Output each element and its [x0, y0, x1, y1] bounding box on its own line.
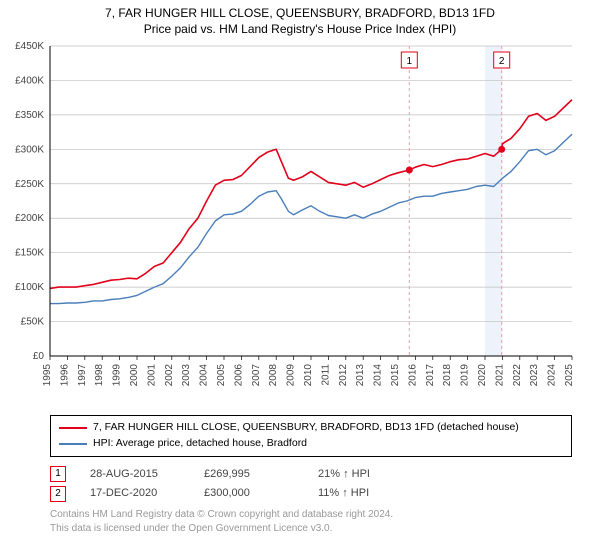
- svg-text:2012: 2012: [338, 364, 349, 387]
- svg-text:£250K: £250K: [15, 179, 44, 190]
- svg-text:£450K: £450K: [15, 41, 44, 52]
- footer-line-1: Contains HM Land Registry data © Crown c…: [50, 508, 572, 522]
- sale-price: £300,000: [204, 484, 294, 504]
- svg-text:1999: 1999: [112, 364, 123, 387]
- svg-text:2014: 2014: [373, 364, 384, 387]
- footer-line-2: This data is licensed under the Open Gov…: [50, 522, 572, 536]
- titles: 7, FAR HUNGER HILL CLOSE, QUEENSBURY, BR…: [0, 0, 600, 36]
- svg-text:2021: 2021: [494, 364, 505, 387]
- legend-label: HPI: Average price, detached house, Brad…: [93, 436, 307, 452]
- sale-marker: 1: [50, 466, 66, 482]
- legend-row: HPI: Average price, detached house, Brad…: [59, 436, 563, 452]
- chart-subtitle: Price paid vs. HM Land Registry's House …: [0, 22, 600, 36]
- sale-marker: 2: [50, 486, 66, 502]
- sale-row: 2 17-DEC-2020 £300,000 11% ↑ HPI: [50, 484, 572, 504]
- line-chart-svg: £0 £50K £100K £150K £200K £250K £300K £350K £400…: [0, 36, 600, 406]
- svg-text:1997: 1997: [77, 364, 88, 387]
- legend-row: 7, FAR HUNGER HILL CLOSE, QUEENSBURY, BR…: [59, 420, 563, 436]
- svg-text:2005: 2005: [216, 364, 227, 387]
- legend-label: 7, FAR HUNGER HILL CLOSE, QUEENSBURY, BR…: [93, 420, 519, 436]
- svg-text:2022: 2022: [512, 364, 523, 387]
- svg-text:2007: 2007: [251, 364, 262, 387]
- svg-text:2024: 2024: [547, 364, 558, 387]
- svg-text:2020: 2020: [477, 364, 488, 387]
- svg-text:2003: 2003: [181, 364, 192, 387]
- sale-date: 17-DEC-2020: [90, 484, 180, 504]
- svg-text:2011: 2011: [320, 364, 331, 386]
- svg-text:2002: 2002: [164, 364, 175, 387]
- svg-text:£0: £0: [33, 351, 45, 362]
- svg-text:2001: 2001: [146, 364, 157, 387]
- svg-text:2: 2: [499, 56, 505, 67]
- svg-text:£350K: £350K: [15, 110, 44, 121]
- svg-text:2019: 2019: [460, 364, 471, 387]
- svg-text:2025: 2025: [564, 364, 575, 387]
- sales-table: 1 28-AUG-2015 £269,995 21% ↑ HPI 2 17-DEC-202…: [50, 465, 572, 505]
- svg-text:1: 1: [407, 56, 413, 67]
- svg-text:2009: 2009: [286, 364, 297, 387]
- svg-text:2013: 2013: [355, 364, 366, 387]
- svg-text:£400K: £400K: [15, 75, 44, 86]
- sale-row: 1 28-AUG-2015 £269,995 21% ↑ HPI: [50, 465, 572, 485]
- svg-text:1995: 1995: [42, 364, 53, 387]
- chart-area: £0 £50K £100K £150K £200K £250K £300K £350K £400…: [0, 36, 600, 411]
- sale-date: 28-AUG-2015: [90, 465, 180, 485]
- svg-text:1996: 1996: [59, 364, 70, 387]
- svg-text:2018: 2018: [442, 364, 453, 387]
- svg-text:2006: 2006: [233, 364, 244, 387]
- chart-container: 7, FAR HUNGER HILL CLOSE, QUEENSBURY, BR…: [0, 0, 600, 560]
- chart-title: 7, FAR HUNGER HILL CLOSE, QUEENSBURY, BR…: [0, 6, 600, 20]
- legend-swatch: [59, 427, 87, 429]
- svg-text:2016: 2016: [407, 364, 418, 387]
- legend-box: 7, FAR HUNGER HILL CLOSE, QUEENSBURY, BR…: [50, 415, 572, 457]
- sale-delta: 11% ↑ HPI: [318, 484, 408, 504]
- svg-text:1998: 1998: [94, 364, 105, 387]
- svg-text:2017: 2017: [425, 364, 436, 387]
- svg-text:2015: 2015: [390, 364, 401, 387]
- svg-text:2004: 2004: [199, 364, 210, 387]
- sale-price: £269,995: [204, 465, 294, 485]
- svg-text:£50K: £50K: [21, 317, 45, 328]
- svg-text:£100K: £100K: [15, 282, 44, 293]
- svg-text:2023: 2023: [529, 364, 540, 387]
- svg-text:£200K: £200K: [15, 213, 44, 224]
- footer-attribution: Contains HM Land Registry data © Crown c…: [50, 508, 572, 535]
- svg-text:£300K: £300K: [15, 144, 44, 155]
- legend-swatch: [59, 443, 87, 445]
- svg-text:£150K: £150K: [15, 248, 44, 259]
- svg-text:2008: 2008: [268, 364, 279, 387]
- svg-text:2010: 2010: [303, 364, 314, 387]
- sale-delta: 21% ↑ HPI: [318, 465, 408, 485]
- svg-text:2000: 2000: [129, 364, 140, 387]
